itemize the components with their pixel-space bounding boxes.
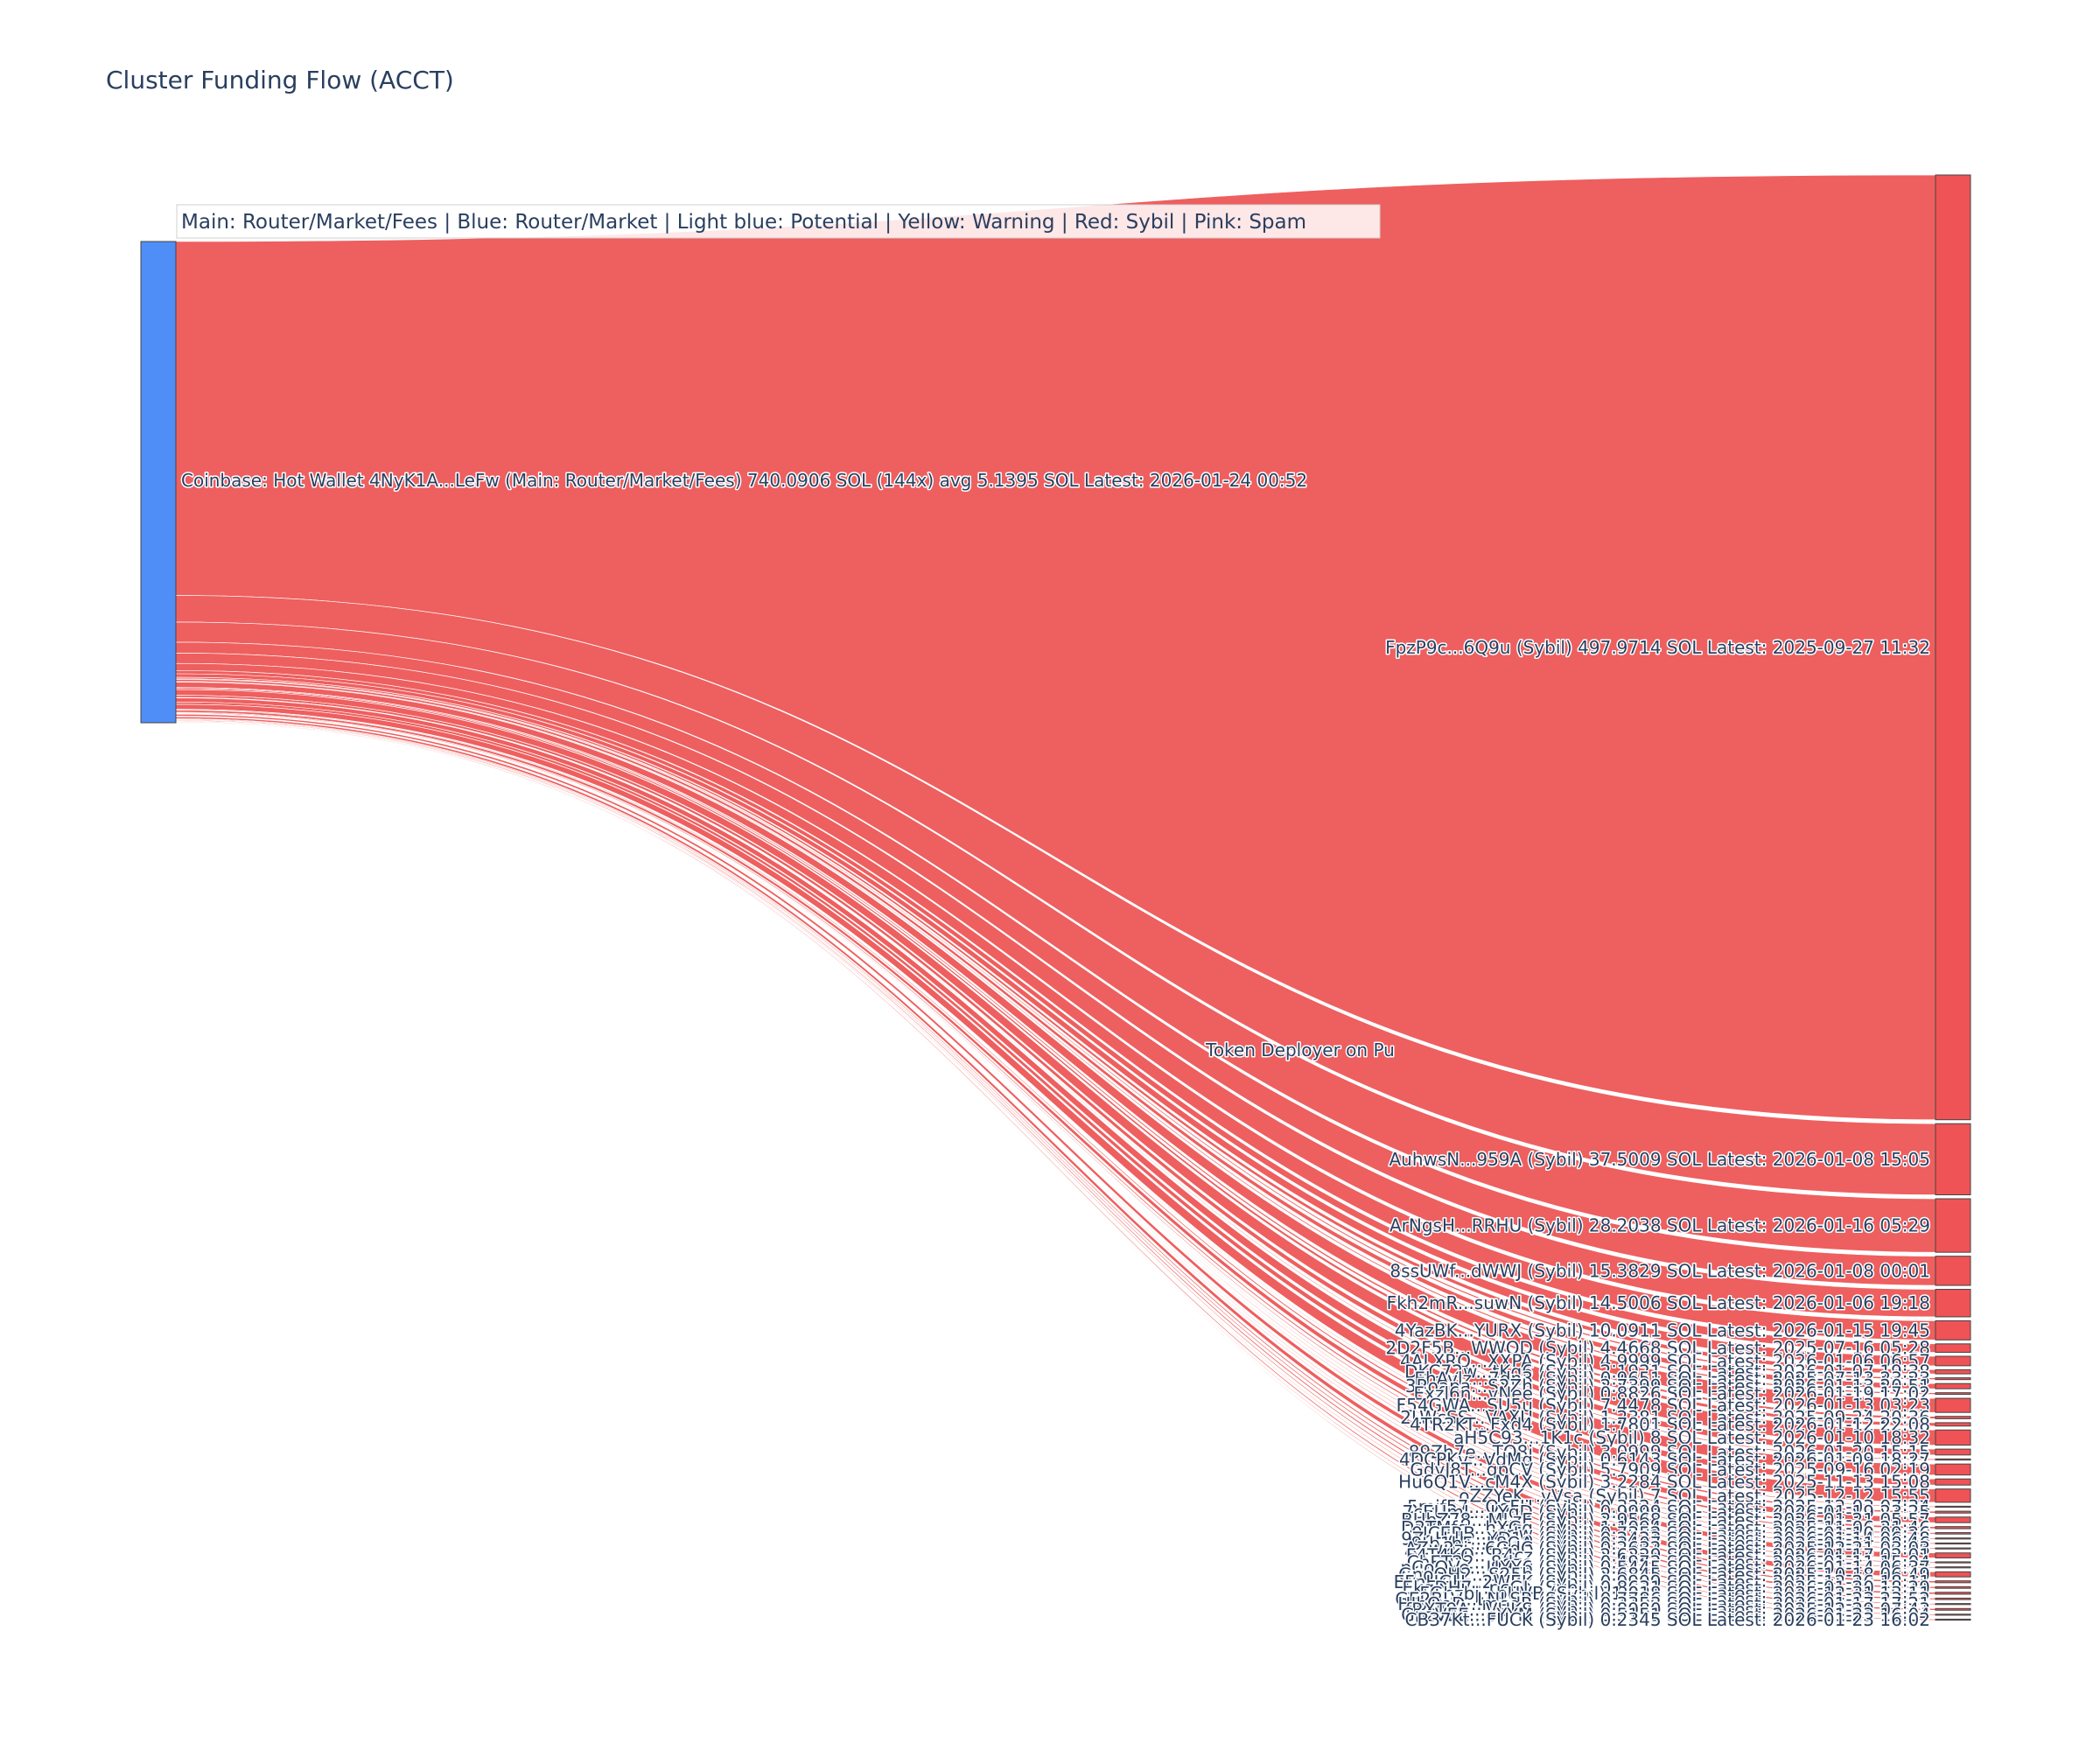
target-node-label: GE2BLV...LNLSR (Sybil) 0.7786 SOL Latest… [1395,1588,1930,1609]
target-node[interactable] [1935,1256,1971,1286]
target-node-label: BUbZ78...MLzE (Sybil) 2.9568 SOL Latest:… [1401,1509,1930,1530]
target-node-label: GdyJ8T...gpCV (Sybil) 5.7909 SOL Latest:… [1410,1459,1930,1480]
target-node[interactable] [1935,1416,1971,1419]
flow-links [175,174,1936,1620]
target-node-label: ArNgsH...RRHU (Sybil) 28.2038 SOL Latest… [1390,1215,1930,1236]
target-node-label: 2LWcSS...VAXU (Sybil) 1.2381 SOL Latest:… [1400,1407,1930,1428]
target-node[interactable] [1935,1552,1971,1558]
target-node-label: 3Roapa...S2Zh (Sybil) 2.7399 SOL Latest:… [1405,1376,1930,1396]
target-node-label: CB37Kt...FUCK (Sybil) 0.2345 SOL Latest:… [1405,1609,1930,1630]
target-node[interactable] [1935,1603,1971,1606]
target-node[interactable] [1935,1592,1971,1595]
target-node-label: 4YazBK...YURX (Sybil) 10.0911 SOL Latest… [1395,1320,1930,1340]
target-node-label: FpzP9c...6Q9u (Sybil) 497.9714 SOL Lates… [1385,637,1930,658]
target-node-label: F54GWA...SU5u (Sybil) 7.4478 SOL Latest:… [1396,1395,1930,1416]
target-node[interactable] [1935,1532,1971,1535]
target-node[interactable] [1935,1516,1971,1523]
target-node-label: 5mif57...OoFH (Sybil) 0.3224 SOL Latest:… [1407,1496,1930,1517]
legend-text: Main: Router/Market/Fees | Blue: Router/… [181,211,1306,234]
target-node[interactable] [1935,1198,1971,1253]
target-node-label: DKC72w...tKg6 (Sybil) 2.1921 SOL Latest:… [1404,1362,1930,1382]
target-node[interactable] [1935,1510,1971,1514]
target-node-label: 7cEUmL...LYgD (Sybil) 0.9999 SOL Latest:… [1402,1502,1930,1522]
target-node-label: EkqDH7...pcGL (Sybil) 0.8631 SOL Latest:… [1402,1577,1930,1598]
target-node[interactable] [1935,1448,1971,1456]
target-node[interactable] [1935,1320,1971,1340]
target-node[interactable] [1935,1458,1971,1461]
target-node-label: 9ZoHdb...YD1o (Sybil) 0.2423 SOL Latest:… [1401,1528,1930,1549]
target-node[interactable] [1935,1422,1971,1427]
target-node-label: FGhzbj...bUVB (Sybil) 1.018 SOL Latest: … [1419,1583,1930,1604]
target-node-label: fRXT9A...VUKS (Sybil) 0.8980 SOL Latest:… [1405,1599,1930,1620]
target-node-label: GpzVEE...eYYM (Sybil) 0.5151 SOL Latest:… [1401,1604,1930,1625]
target-node-label: ChET22...8dzo (Sybil) 0.4972 SOL Latest:… [1407,1552,1930,1573]
chart-title: Cluster Funding Flow (ACCT) [106,66,454,94]
target-node[interactable] [1935,1392,1971,1396]
legend-box: Main: Router/Market/Fees | Blue: Router/… [176,204,1381,239]
target-node-label: 89Zh7e...TQ8j (Sybil) 3.0999 SOL Latest:… [1409,1441,1930,1462]
target-node[interactable] [1935,1597,1971,1600]
target-node-label: F4T4KQ...B4cz (Sybil) 2.6229 SOL Latest:… [1406,1545,1930,1566]
target-node-label: GnoQH2...S25b (Sybil) 2.6845 SOL Latest:… [1398,1564,1930,1585]
target-node[interactable] [1935,1368,1971,1375]
target-node-label: EhAvlz...7dn3 (Sybil) 0.9651 SOL Latest:… [1414,1368,1930,1390]
target-node[interactable] [1935,1607,1971,1611]
target-node-label: 9JCERB...wrJw (Sybil) 0.7352 SOL Latest:… [1411,1522,1930,1544]
legend-background [176,204,1381,239]
flow-link[interactable] [175,621,1936,1253]
target-node[interactable] [1935,1397,1971,1413]
target-node[interactable] [1935,1463,1971,1476]
target-node-label: 2D2F5B...WWQD (Sybil) 4.4668 SOL Latest:… [1385,1338,1930,1359]
target-node[interactable] [1935,1478,1971,1486]
target-node[interactable] [1935,1586,1971,1589]
target-node[interactable] [1935,1614,1971,1616]
target-node-label: 4DCPKv...VdMg (Sybil) 0.6143 SOL Latest:… [1399,1449,1930,1470]
target-node-label: AZw2zj...6GdC (Sybil) 0.2632 SOL Latest:… [1404,1538,1930,1559]
target-node[interactable] [1935,1571,1971,1578]
target-node-label: EFnHGH...2WEK (Sybil) 0.9999 SOL Latest:… [1394,1572,1930,1592]
target-node[interactable] [1935,1561,1971,1564]
source-node[interactable] [140,241,177,724]
middle-node-label: Token Deployer on Pu [1205,1040,1395,1060]
target-node-label: Exzl6n...vNee (Sybil) 0.8826 SOL Latest:… [1414,1383,1930,1404]
target-node[interactable] [1935,1505,1971,1508]
target-node-label: 4ALXRQ...XXPA (Sybil) 4.9999 SOL Latest:… [1400,1350,1930,1371]
target-node-label: pCoQVe...UXY6 (Sybil) 0.5445 SOL Latest:… [1401,1557,1931,1578]
target-node-label: Fkh2mR...suwN (Sybil) 14.5006 SOL Latest… [1387,1292,1930,1313]
target-node[interactable] [1935,174,1971,1121]
target-node-label: aH5C93...1K1c (Sybil) 8 SOL Latest: 2026… [1453,1427,1930,1448]
target-node[interactable] [1935,1382,1971,1390]
target-nodes [1935,174,1971,1621]
target-node[interactable] [1935,1547,1971,1550]
target-labels: FpzP9c...6Q9u (Sybil) 497.9714 SOL Lates… [1384,635,1932,1631]
flow-link[interactable] [175,704,1936,1503]
flow-link[interactable] [175,721,1936,1611]
target-node[interactable] [1935,1488,1971,1503]
target-node-label: 9tb1hF...L8QA (Sybil) 0.3407 SOL Latest:… [1411,1533,1930,1554]
target-node[interactable] [1935,1123,1971,1196]
target-node-label: 4TR2KT...Fxd4 (Sybil) 1.7801 SOL Latest:… [1410,1414,1930,1435]
target-node[interactable] [1935,1618,1971,1621]
target-node[interactable] [1935,1537,1971,1540]
target-node-label: HJbQeD...medR (Sybil) 0.3353 SOL Latest:… [1397,1593,1930,1614]
target-node-label: Hu6Q1V...cM4X (Sybil) 3.2284 SOL Latest:… [1398,1472,1930,1493]
target-node[interactable] [1935,1343,1971,1354]
target-node[interactable] [1935,1526,1971,1530]
target-node-label: AuhwsN...959A (Sybil) 37.5009 SOL Latest… [1390,1149,1931,1170]
target-node[interactable] [1935,1289,1971,1318]
target-node[interactable] [1935,1566,1971,1569]
target-node[interactable] [1935,1429,1971,1446]
target-node-label: 8ssUWf...dWWJ (Sybil) 15.3829 SOL Latest… [1390,1260,1930,1281]
target-node[interactable] [1935,1377,1971,1381]
target-node[interactable] [1935,1542,1971,1545]
target-node[interactable] [1935,1580,1971,1584]
source-node-label: Coinbase: Hot Wallet 4NyK1A...LeFw (Main… [181,470,1307,491]
target-node-label: oZZYeK...vVsa (Sybil) 7 SOL Latest: 2025… [1459,1485,1930,1506]
target-node[interactable] [1935,1355,1971,1367]
target-node-label: D2TMfq...hXGq (Sybil) 1.1094 SOL Latest:… [1401,1517,1930,1538]
